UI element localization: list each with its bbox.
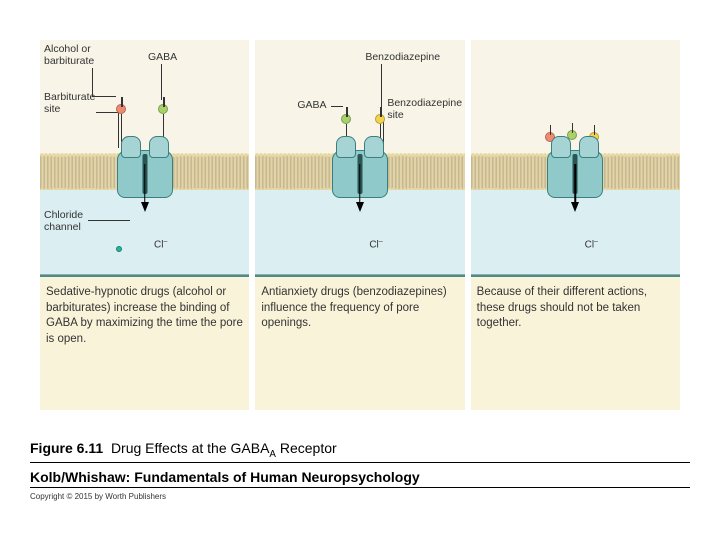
label-cl-2: Cl– [369, 238, 382, 250]
label-chloride-channel: Chloride channel [44, 210, 83, 233]
receptor-icon [117, 140, 173, 208]
receptor-icon [332, 140, 388, 208]
receptor-icon [547, 140, 603, 208]
book-title: Kolb/Whishaw: Fundamentals of Human Neur… [30, 469, 690, 488]
label-alcohol-barbiturate: Alcohol or barbiturate [44, 44, 94, 67]
label-gaba-2: GABA [297, 100, 326, 112]
panel-1-diagram: Alcohol or barbiturate Barbiturate site … [40, 40, 249, 275]
caption-block: Figure 6.11 Drug Effects at the GABAA Re… [30, 440, 690, 501]
label-cl-3: Cl– [585, 238, 598, 250]
label-benzodiazepine: Benzodiazepine [365, 52, 440, 64]
label-cl-1: Cl– [154, 238, 167, 250]
panel-2: Benzodiazepine GABA Benzodiazepine site [255, 40, 464, 410]
panel-1-caption: Sedative-hypnotic drugs (alcohol or barb… [40, 275, 249, 410]
panel-2-caption: Antianxiety drugs (benzodiazepines) infl… [255, 275, 464, 410]
panel-3-caption: Because of their different actions, thes… [471, 275, 680, 410]
gaba-ligand-icon [158, 104, 168, 114]
copyright-line: Copyright © 2015 by Worth Publishers [30, 492, 690, 501]
panel-2-diagram: Benzodiazepine GABA Benzodiazepine site [255, 40, 464, 275]
figure-title: Figure 6.11 Drug Effects at the GABAA Re… [30, 440, 690, 463]
panel-3-diagram: Cl– [471, 40, 680, 275]
label-barbiturate-site: Barbiturate site [44, 92, 95, 115]
label-benzodiazepine-site: Benzodiazepine site [387, 98, 462, 121]
label-gaba-1: GABA [148, 52, 177, 64]
panel-1: Alcohol or barbiturate Barbiturate site … [40, 40, 249, 410]
panel-3: Cl– Because of their different actions, … [471, 40, 680, 410]
figure-panels: Alcohol or barbiturate Barbiturate site … [40, 40, 680, 410]
alcohol-ligand-icon [116, 104, 126, 114]
chloride-ion-icon [116, 246, 122, 252]
